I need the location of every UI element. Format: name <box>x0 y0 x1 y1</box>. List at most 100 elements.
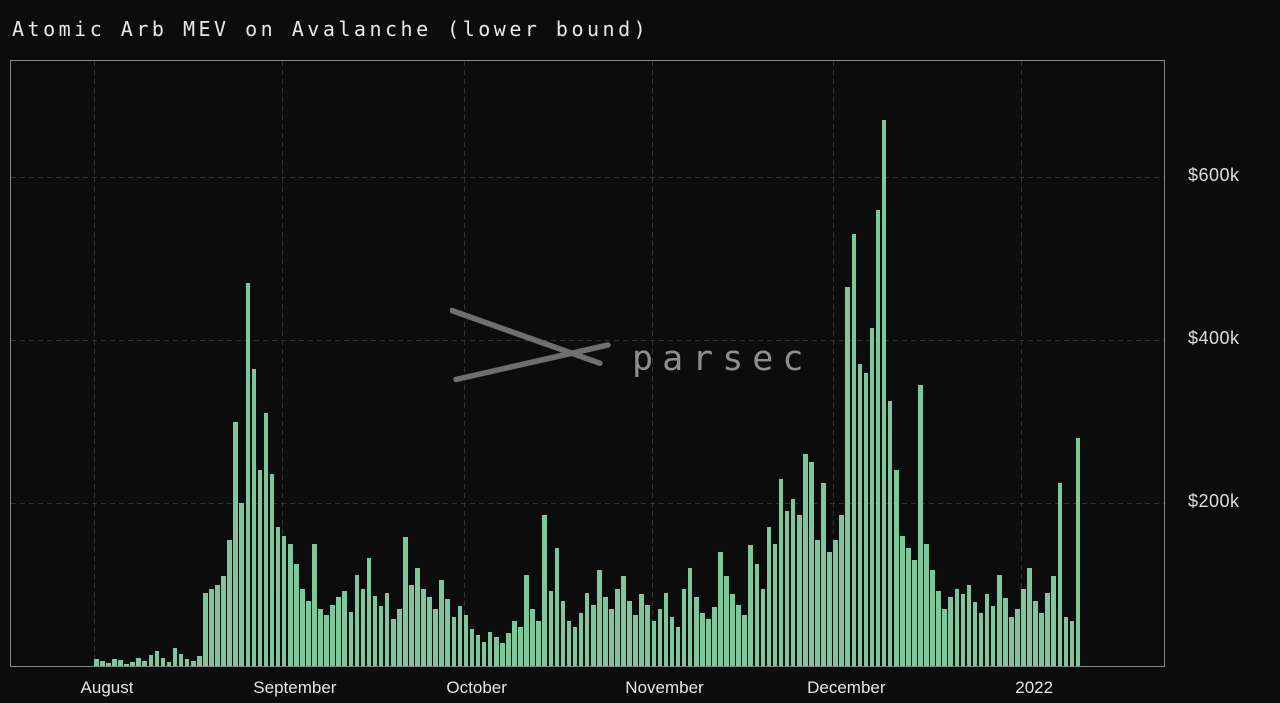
bar[interactable] <box>148 654 154 666</box>
bar[interactable] <box>906 547 911 666</box>
bar[interactable] <box>548 591 554 666</box>
bar[interactable] <box>197 656 202 666</box>
bar[interactable] <box>378 605 384 666</box>
bar[interactable] <box>821 482 826 666</box>
bar[interactable] <box>203 592 208 666</box>
bar[interactable] <box>475 635 481 666</box>
bar[interactable] <box>118 660 123 666</box>
bar[interactable] <box>712 607 717 666</box>
bar[interactable] <box>772 543 778 666</box>
bar[interactable] <box>451 617 457 666</box>
bar[interactable] <box>172 648 178 666</box>
bar[interactable] <box>578 613 584 666</box>
bar[interactable] <box>887 401 893 666</box>
bar[interactable] <box>493 637 499 666</box>
plot-area[interactable] <box>10 60 1165 667</box>
bar[interactable] <box>657 608 663 666</box>
bar[interactable] <box>124 663 129 666</box>
bar[interactable] <box>536 621 541 666</box>
bar[interactable] <box>293 564 299 666</box>
bar[interactable] <box>233 421 238 666</box>
bar[interactable] <box>833 539 838 666</box>
bar[interactable] <box>178 653 184 666</box>
bar[interactable] <box>154 651 160 666</box>
bar[interactable] <box>415 568 420 666</box>
bar[interactable] <box>572 626 578 666</box>
bar[interactable] <box>318 608 323 666</box>
bar[interactable] <box>796 515 802 666</box>
bar[interactable] <box>1009 617 1014 666</box>
bar[interactable] <box>590 604 596 666</box>
bar[interactable] <box>615 588 620 666</box>
bar[interactable] <box>748 545 754 666</box>
bar[interactable] <box>397 608 402 666</box>
bar[interactable] <box>251 368 257 666</box>
bar[interactable] <box>257 470 263 666</box>
bar[interactable] <box>1069 621 1075 666</box>
bar[interactable] <box>742 615 747 666</box>
bar[interactable] <box>790 498 796 666</box>
bar[interactable] <box>687 568 693 666</box>
bar[interactable] <box>924 543 929 666</box>
bar[interactable] <box>469 629 475 666</box>
bar[interactable] <box>881 119 887 666</box>
bar[interactable] <box>936 591 941 666</box>
bar[interactable] <box>584 592 590 666</box>
bar[interactable] <box>281 535 287 666</box>
bar[interactable] <box>245 282 251 666</box>
bar[interactable] <box>215 584 220 666</box>
bar[interactable] <box>693 596 699 666</box>
bar[interactable] <box>530 608 535 666</box>
bar[interactable] <box>754 564 760 666</box>
bar[interactable] <box>700 613 705 666</box>
bar[interactable] <box>784 511 790 666</box>
bar[interactable] <box>427 596 432 666</box>
bar[interactable] <box>839 515 844 666</box>
bar[interactable] <box>524 574 529 666</box>
bar[interactable] <box>263 413 269 666</box>
bar[interactable] <box>1045 592 1050 666</box>
bar[interactable] <box>760 588 766 666</box>
bar[interactable] <box>500 643 505 666</box>
bar[interactable] <box>869 327 875 666</box>
bar[interactable] <box>106 662 111 666</box>
bar[interactable] <box>596 569 602 666</box>
bar[interactable] <box>706 618 711 666</box>
bar[interactable] <box>306 600 311 666</box>
bar[interactable] <box>966 584 972 666</box>
bar[interactable] <box>1027 568 1032 666</box>
bar[interactable] <box>1051 576 1057 666</box>
bar[interactable] <box>227 539 232 666</box>
bar[interactable] <box>681 588 687 666</box>
bar[interactable] <box>603 596 608 666</box>
bar[interactable] <box>930 569 935 666</box>
bar[interactable] <box>1033 600 1038 666</box>
bar[interactable] <box>815 539 820 666</box>
bar[interactable] <box>1039 613 1044 666</box>
bar[interactable] <box>996 574 1002 666</box>
bar[interactable] <box>409 584 414 666</box>
bar[interactable] <box>857 364 863 666</box>
bar[interactable] <box>300 588 305 666</box>
bar[interactable] <box>978 613 984 666</box>
bar[interactable] <box>324 615 329 666</box>
bar[interactable] <box>669 617 675 666</box>
bar[interactable] <box>312 543 317 666</box>
bar[interactable] <box>190 661 196 666</box>
bar[interactable] <box>1021 588 1026 666</box>
bar[interactable] <box>675 626 681 666</box>
bar[interactable] <box>609 608 614 666</box>
bar[interactable] <box>912 560 917 666</box>
bar[interactable] <box>481 641 487 666</box>
bar[interactable] <box>348 612 354 666</box>
bar[interactable] <box>639 594 644 666</box>
bar[interactable] <box>142 661 148 666</box>
bar[interactable] <box>130 661 135 666</box>
bar[interactable] <box>730 594 735 666</box>
bar[interactable] <box>1057 482 1063 666</box>
bar[interactable] <box>990 605 996 666</box>
bar[interactable] <box>439 580 444 666</box>
bar[interactable] <box>893 470 899 666</box>
bar[interactable] <box>542 515 548 666</box>
bar[interactable] <box>330 604 335 666</box>
